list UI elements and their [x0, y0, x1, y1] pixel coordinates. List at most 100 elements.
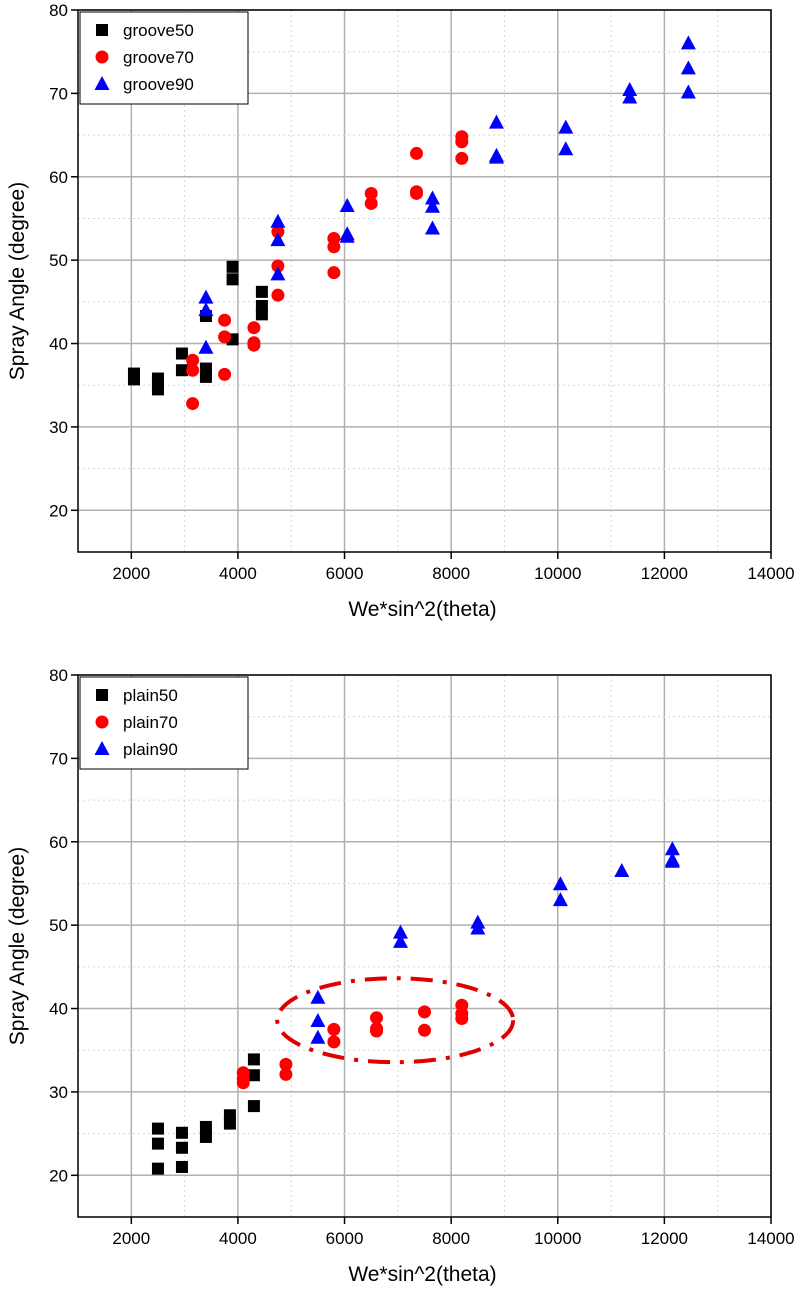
plot-frame [77, 9, 772, 553]
data-point [364, 196, 378, 210]
data-point [271, 259, 285, 273]
data-point [327, 1022, 341, 1036]
data-point [410, 186, 424, 200]
data-point [488, 149, 504, 164]
data-point [424, 220, 440, 235]
data-point [199, 370, 212, 383]
legend-marker-triangle [94, 741, 110, 755]
x-tick-label: 4000 [219, 564, 257, 583]
y-tick-label: 30 [49, 418, 68, 437]
data-point [247, 338, 261, 352]
x-tick-label: 10000 [534, 564, 581, 583]
data-point [418, 1023, 431, 1037]
data-point [552, 892, 568, 907]
data-point [370, 1024, 384, 1038]
legend-marker-square [96, 24, 108, 36]
legend-label: groove70 [123, 48, 194, 67]
data-point [393, 933, 409, 948]
data-point [247, 1069, 260, 1082]
data-point [270, 213, 286, 228]
data-point [279, 1067, 293, 1081]
y-tick-label: 60 [49, 168, 68, 187]
data-point [218, 330, 232, 344]
y-axis-label: Spray Angle (degree) [6, 847, 29, 1045]
data-point [622, 82, 638, 97]
x-tick-label: 14000 [747, 1229, 794, 1248]
annotation-ellipse [275, 976, 516, 1065]
data-point [186, 397, 200, 411]
legend-label: plain50 [123, 686, 178, 705]
data-point [680, 84, 696, 99]
data-point [470, 920, 486, 935]
data-point [198, 339, 214, 354]
data-point [455, 1012, 469, 1026]
y-tick-label: 40 [49, 1000, 68, 1019]
data-point [364, 186, 378, 200]
x-tick-label: 14000 [747, 564, 794, 583]
data-point [186, 353, 200, 367]
data-point [424, 190, 440, 205]
data-point [226, 273, 239, 286]
data-point [310, 989, 326, 1004]
y-tick-label: 50 [49, 251, 68, 270]
data-point [255, 285, 268, 298]
y-tick-label: 80 [49, 1, 68, 20]
data-point [226, 260, 239, 273]
data-point [218, 313, 232, 327]
data-point [199, 1130, 212, 1143]
y-tick-label: 20 [49, 1166, 68, 1185]
data-point [310, 1013, 326, 1028]
x-tick-label: 2000 [112, 564, 150, 583]
x-tick-label: 6000 [326, 1229, 364, 1248]
data-point [175, 1160, 188, 1173]
plain-scatter-chart: 2000 4000 6000 8000 10000 12000 14000 20 30 40 50 6… [6, 666, 795, 1286]
y-tick-label: 70 [49, 84, 68, 103]
data-point [127, 373, 140, 386]
plot-frame [77, 674, 772, 1218]
x-tick-label: 4000 [219, 1229, 257, 1248]
legend-marker-circle [95, 715, 109, 729]
data-point [558, 119, 574, 134]
data-point [151, 1122, 164, 1135]
legend-marker-square [96, 689, 108, 701]
x-tick-label: 10000 [534, 1229, 581, 1248]
legend: groove50 groove70 groove90 [79, 11, 249, 105]
x-axis-label: We*sin^2(theta) [348, 1263, 496, 1286]
data-point [270, 266, 286, 281]
data-point [151, 1162, 164, 1175]
y-tick-label: 70 [49, 749, 68, 768]
series-groove50 [127, 260, 268, 396]
data-point [271, 225, 285, 239]
data-point [199, 1120, 212, 1133]
legend-marker-circle [95, 50, 109, 64]
y-tick-label: 30 [49, 1083, 68, 1102]
data-point [198, 289, 214, 304]
data-point [223, 1117, 236, 1130]
data-point [393, 924, 409, 939]
data-point [488, 114, 504, 129]
data-point [410, 146, 424, 160]
data-point [339, 197, 355, 212]
data-point [664, 853, 680, 868]
data-point [339, 228, 355, 243]
data-point [552, 876, 568, 891]
x-tick-label: 6000 [326, 564, 364, 583]
data-point [247, 321, 261, 335]
legend-marker-triangle [94, 76, 110, 90]
data-point [680, 60, 696, 75]
data-point [175, 364, 188, 377]
data-point [175, 1126, 188, 1139]
x-tick-label: 12000 [641, 1229, 688, 1248]
data-point [271, 288, 285, 302]
legend: plain50 plain70 plain90 [79, 676, 249, 770]
series-groove90 [198, 35, 696, 354]
series-plain90 [310, 841, 680, 1044]
series-plain50 [151, 1053, 260, 1175]
legend-label: groove90 [123, 75, 194, 94]
data-point [418, 1005, 431, 1019]
data-point [664, 841, 680, 856]
data-point [327, 1035, 341, 1049]
data-point [279, 1057, 293, 1071]
data-point [327, 240, 341, 254]
legend-label: groove50 [123, 21, 194, 40]
